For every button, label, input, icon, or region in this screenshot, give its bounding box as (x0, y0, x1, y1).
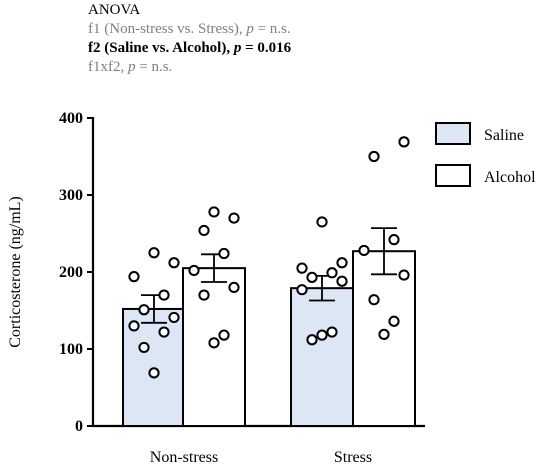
data-point (128, 320, 140, 332)
anova-line-f2: f2 (Saline vs. Alcohol), p = 0.016 (88, 39, 291, 58)
data-point (316, 216, 328, 228)
data-point (316, 329, 328, 341)
p-value: = n.s. (135, 59, 173, 75)
data-point (158, 326, 170, 338)
p-value: = 0.016 (241, 40, 292, 56)
y-tick-label: 200 (59, 264, 83, 281)
data-point (388, 234, 400, 246)
data-points (128, 136, 410, 379)
data-point (336, 257, 348, 269)
data-point (128, 271, 140, 283)
anova-term: f1 (Non-stress vs. Stress), (88, 21, 247, 37)
anova-line-f1: f1 (Non-stress vs. Stress), p = n.s. (88, 20, 291, 39)
x-tick-label: Non-stress (150, 449, 218, 466)
bar-saline (290, 287, 354, 428)
y-tick-label: 0 (75, 418, 83, 435)
data-point (326, 326, 338, 338)
data-point (326, 267, 338, 279)
data-point (208, 206, 220, 218)
data-point (336, 275, 348, 287)
y-tick-label: 300 (59, 187, 83, 204)
data-point (148, 367, 160, 379)
y-tick-label: 400 (59, 110, 83, 127)
p-value: = n.s. (253, 21, 291, 37)
legend-swatch-saline (435, 122, 471, 145)
data-point (168, 311, 180, 324)
anova-term: f2 (Saline vs. Alcohol), (88, 40, 234, 56)
data-point (306, 334, 318, 346)
data-point (296, 262, 308, 274)
anova-block: ANOVA f1 (Non-stress vs. Stress), p = n.… (88, 1, 291, 77)
data-point (218, 329, 230, 341)
data-point (368, 294, 380, 306)
data-point (198, 224, 210, 237)
p-symbol: p (246, 21, 254, 37)
data-point (148, 247, 160, 259)
x-tick-label: Stress (334, 449, 372, 466)
data-point (168, 257, 180, 269)
data-point (198, 289, 210, 301)
legend-swatch-alcohol (435, 164, 471, 187)
y-tick-label: 100 (59, 341, 83, 358)
anova-term: f1xf2, (88, 59, 128, 75)
data-point (398, 269, 410, 281)
data-point (228, 281, 240, 293)
data-point (368, 150, 380, 163)
data-point (388, 315, 400, 327)
data-point (378, 328, 390, 340)
anova-line-f1xf2: f1xf2, p = n.s. (88, 58, 291, 77)
anova-heading: ANOVA (88, 2, 141, 18)
data-point (158, 289, 170, 301)
data-point (208, 337, 220, 349)
data-point (398, 136, 410, 148)
data-point (228, 212, 240, 224)
data-point (358, 244, 370, 257)
data-point (138, 341, 150, 354)
data-point (218, 247, 230, 260)
legend-label-alcohol: Alcohol (484, 169, 536, 186)
data-point (188, 264, 200, 277)
data-point (138, 304, 150, 316)
legend-label-saline: Saline (484, 127, 524, 144)
data-point (296, 284, 308, 296)
p-symbol: p (128, 59, 136, 75)
bars (122, 250, 416, 428)
p-symbol: p (233, 40, 242, 56)
legend: Saline Alcohol (435, 122, 536, 187)
y-axis-label: Corticosterone (ng/mL) (7, 196, 24, 348)
data-point (306, 271, 318, 283)
